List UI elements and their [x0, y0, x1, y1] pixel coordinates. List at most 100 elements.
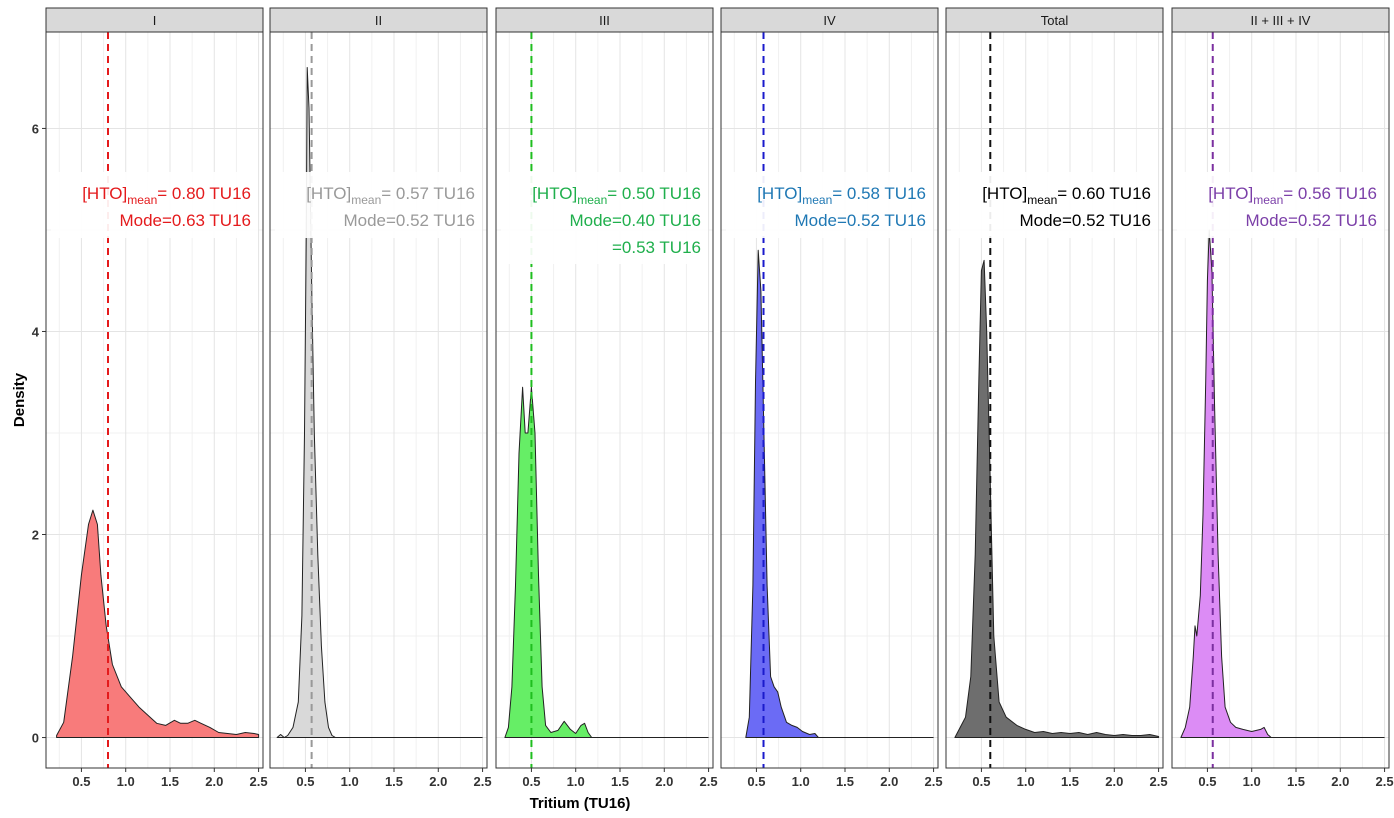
- density-area: [745, 249, 819, 738]
- x-tick-label: 1.5: [1061, 774, 1079, 789]
- panel-strip-label: II: [375, 13, 382, 28]
- annotation-mean: [HTO]mean= 0.80 TU16: [82, 184, 251, 207]
- annotation-mean-label: [HTO]: [1208, 184, 1253, 203]
- panel-border: [1171, 31, 1390, 769]
- panel-strip-label: I: [153, 13, 157, 28]
- annotation-mean-value: = 0.58 TU16: [832, 184, 926, 203]
- annotation-mode: Mode=0.40 TU16: [569, 211, 701, 230]
- x-tick-label: 2.5: [1150, 774, 1168, 789]
- annotation-mode: Mode=0.52 TU16: [1245, 211, 1377, 230]
- x-tick-label: 0.5: [1198, 774, 1216, 789]
- density-area: [954, 259, 1160, 738]
- panel-strip: [720, 7, 939, 33]
- panel-strip: [1171, 7, 1390, 33]
- x-tick-label: 0.5: [296, 774, 314, 789]
- annotation-mean-value: = 0.56 TU16: [1283, 184, 1377, 203]
- x-tick-label: 0.5: [747, 774, 765, 789]
- x-tick-label: 0.5: [972, 774, 990, 789]
- annotation-mean-subscript: mean: [802, 193, 832, 207]
- annotation-box: [1177, 172, 1384, 238]
- x-tick-label: 2.0: [655, 774, 673, 789]
- x-tick-label: 1.5: [1287, 774, 1305, 789]
- x-tick-label: 1.0: [1017, 774, 1035, 789]
- annotation-mode: Mode=0.63 TU16: [119, 211, 251, 230]
- density-area: [504, 386, 593, 738]
- panel-0: I [HTO]mean= 0.80 TU16 Mode=0.63 TU16 0.5 1.…: [45, 7, 268, 789]
- annotation-mean: [HTO]mean= 0.56 TU16: [1208, 184, 1377, 207]
- x-tick-label: 1.5: [161, 774, 179, 789]
- annotation-mean-value: = 0.50 TU16: [607, 184, 701, 203]
- x-tick-label: 1.0: [1243, 774, 1261, 789]
- annotation-mean-label: [HTO]: [757, 184, 802, 203]
- annotation-mean-subscript: mean: [127, 193, 157, 207]
- panel-5: II + III + IV [HTO]mean= 0.56 TU16 Mode=0.…: [1171, 7, 1394, 789]
- x-tick-label: 2.5: [1376, 774, 1394, 789]
- annotation-mean-subscript: mean: [1253, 193, 1283, 207]
- x-tick-label: 2.5: [474, 774, 492, 789]
- panel-1: II [HTO]mean= 0.57 TU16 Mode=0.52 TU16 0.5 1…: [269, 7, 492, 789]
- x-tick-label: 0.5: [522, 774, 540, 789]
- density-area: [1180, 229, 1272, 738]
- x-tick-label: 2.5: [925, 774, 943, 789]
- x-tick-label: 1.0: [792, 774, 810, 789]
- x-tick-label: 2.0: [205, 774, 223, 789]
- annotation-mean-label: [HTO]: [82, 184, 127, 203]
- panel-2: III [HTO]mean= 0.50 TU16 Mode=0.40 TU16 =0.…: [495, 7, 718, 789]
- annotation-mean: [HTO]mean= 0.60 TU16: [982, 184, 1151, 207]
- density-area: [276, 67, 336, 738]
- panel-border: [945, 31, 1164, 769]
- x-axis-title: Tritium (TU16): [530, 795, 631, 812]
- x-tick-label: 2.5: [700, 774, 718, 789]
- annotation-mean-subscript: mean: [577, 193, 607, 207]
- panel-border: [269, 31, 488, 769]
- annotation-box: [275, 172, 482, 238]
- panel-4: Total [HTO]mean= 0.60 TU16 Mode=0.52 TU16 0…: [945, 7, 1168, 789]
- x-tick-label: 2.5: [250, 774, 268, 789]
- panel-strip-label: II + III + IV: [1251, 13, 1311, 28]
- panel-strip-label: IV: [823, 13, 836, 28]
- y-tick-label: 0: [32, 731, 39, 746]
- x-tick-label: 1.5: [385, 774, 403, 789]
- annotation-mode: Mode=0.52 TU16: [343, 211, 475, 230]
- annotation-mean-label: [HTO]: [982, 184, 1027, 203]
- annotation-box: [501, 172, 708, 264]
- x-tick-label: 2.0: [1331, 774, 1349, 789]
- y-axis: 0 2 4 6: [32, 121, 46, 746]
- annotation-mean: [HTO]mean= 0.57 TU16: [306, 184, 475, 207]
- annotation-mode: Mode=0.52 TU16: [1019, 211, 1151, 230]
- annotation-mean: [HTO]mean= 0.58 TU16: [757, 184, 926, 207]
- annotation-mean-subscript: mean: [351, 193, 381, 207]
- annotation-box: [726, 172, 933, 238]
- x-tick-label: 0.5: [72, 774, 90, 789]
- y-tick-label: 4: [32, 324, 40, 339]
- panel-strip-label: Total: [1041, 13, 1069, 28]
- panel-border: [720, 31, 939, 769]
- annotation-mean-value: = 0.60 TU16: [1057, 184, 1151, 203]
- panel-border: [495, 31, 714, 769]
- x-tick-label: 1.0: [341, 774, 359, 789]
- annotation-mean-label: [HTO]: [532, 184, 577, 203]
- annotation-mean-value: = 0.80 TU16: [157, 184, 251, 203]
- x-tick-label: 2.0: [429, 774, 447, 789]
- annotation-mean: [HTO]mean= 0.50 TU16: [532, 184, 701, 207]
- y-tick-label: 6: [32, 121, 39, 136]
- panel-border: [45, 31, 264, 769]
- panel-strip-label: III: [599, 13, 610, 28]
- annotation-extra: =0.53 TU16: [612, 238, 701, 257]
- annotation-mean-label: [HTO]: [306, 184, 351, 203]
- x-tick-label: 1.5: [611, 774, 629, 789]
- annotation-mode: Mode=0.52 TU16: [794, 211, 926, 230]
- annotation-mean-subscript: mean: [1027, 193, 1057, 207]
- y-axis-title: Density: [11, 372, 28, 427]
- x-tick-label: 2.0: [1105, 774, 1123, 789]
- y-tick-label: 2: [32, 528, 39, 543]
- annotation-box: [951, 172, 1158, 238]
- panel-strip: [45, 7, 264, 33]
- panel-strip: [945, 7, 1164, 33]
- x-tick-label: 1.5: [836, 774, 854, 789]
- annotation-mean-value: = 0.57 TU16: [381, 184, 475, 203]
- x-tick-label: 2.0: [880, 774, 898, 789]
- panel-3: IV [HTO]mean= 0.58 TU16 Mode=0.52 TU16 0.5 1…: [720, 7, 943, 789]
